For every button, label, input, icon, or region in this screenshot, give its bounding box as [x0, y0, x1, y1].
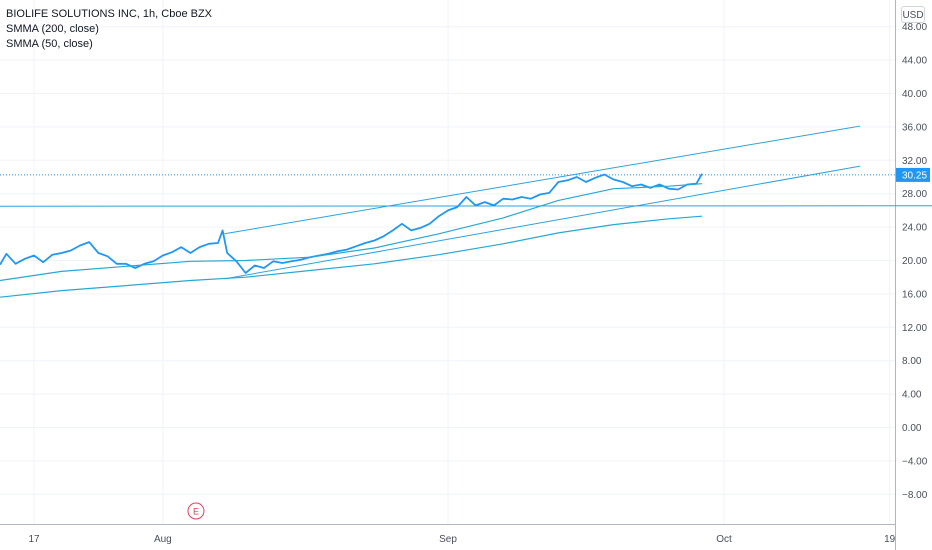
y-tick-label: 12.00 [902, 323, 927, 334]
y-tick-label: 40.00 [902, 89, 927, 100]
y-tick-label: 4.00 [902, 390, 922, 401]
x-tick-label: Aug [154, 534, 172, 545]
drawing-horizontal [0, 205, 932, 207]
y-tick-label: 48.00 [902, 22, 927, 33]
legend-smma-200[interactable]: SMMA (200, close) [6, 23, 99, 35]
drawing-trend-lower [224, 165, 861, 280]
legend-smma-50[interactable]: SMMA (50, close) [6, 38, 93, 50]
x-tick-label: Oct [716, 534, 732, 545]
smma-200-line [0, 215, 703, 298]
y-tick-label: 24.00 [902, 223, 927, 234]
last-price-tag [896, 167, 930, 182]
x-tick-label: Sep [439, 534, 457, 545]
earnings-event-icon [187, 502, 205, 520]
chart-legend: BIOLIFE SOLUTIONS INC, 1h, Cboe BZX SMMA… [6, 7, 212, 52]
y-tick-label: 8.00 [902, 356, 922, 367]
y-tick-label: 36.00 [902, 122, 927, 133]
y-tick-label: 20.00 [902, 256, 927, 267]
y-tick-label: 44.00 [902, 56, 927, 67]
y-tick-label: −8.00 [902, 490, 928, 501]
earnings-event-label: E [193, 507, 199, 517]
price-series-line [0, 173, 703, 274]
y-tick-label: 28.00 [902, 189, 927, 200]
drawing-trend-upper [224, 125, 861, 235]
y-tick-label: 16.00 [902, 289, 927, 300]
legend-symbol-title[interactable]: BIOLIFE SOLUTIONS INC, 1h, Cboe BZX [6, 8, 213, 20]
y-tick-label: −4.00 [902, 456, 928, 467]
currency-label[interactable]: USD [901, 6, 925, 23]
last-price-tag-label: 30.25 [902, 170, 927, 181]
smma-50-line [0, 183, 703, 282]
y-tick-label: 32.00 [902, 156, 927, 167]
y-tick-label: 0.00 [902, 423, 922, 434]
x-tick-label: 17 [28, 534, 40, 545]
x-tick-label: 19 [884, 534, 896, 545]
